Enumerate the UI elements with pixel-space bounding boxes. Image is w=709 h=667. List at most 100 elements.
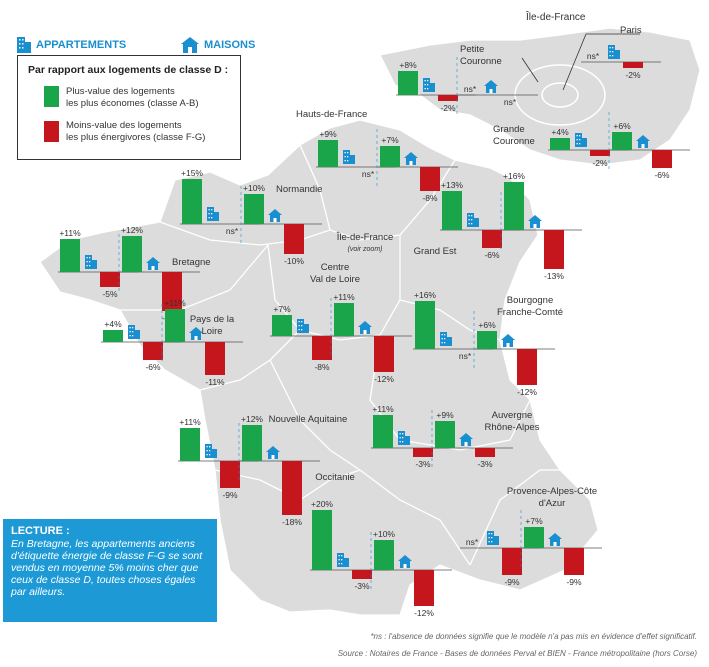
legend: Par rapport aux logements de classe D : …: [17, 55, 241, 160]
bar-moins-value: [284, 224, 304, 254]
region-label: Île-de-France: [336, 232, 394, 243]
region-label: Paris: [620, 25, 642, 36]
bar-label: -9%: [222, 490, 238, 500]
bar-label: +9%: [436, 410, 454, 420]
bar-moins-value: [205, 342, 225, 375]
reading-box: LECTURE : En Bretagne, les appartements …: [3, 519, 217, 622]
bar-label: +8%: [399, 60, 417, 70]
house-icon: [484, 80, 498, 93]
bar-label: -12%: [374, 374, 394, 384]
bar-label: +6%: [613, 121, 631, 131]
bar-plus-value: [435, 421, 455, 448]
house-icon: [548, 533, 562, 546]
bar-label: -12%: [517, 387, 537, 397]
house-icon: [528, 215, 542, 228]
region-label: Hauts-de-France: [296, 109, 367, 120]
maisons-label: MAISONS: [204, 39, 256, 51]
bar-groups: ns* -2% +8% -2% ns* ns* +4% -2% +6% -6% +9% ns* +7% -…: [58, 45, 690, 618]
bar-label-ns: ns*: [226, 226, 239, 236]
region-label: Occitanie: [315, 472, 355, 483]
bar-plus-value: [182, 179, 202, 224]
reading-title: LECTURE :: [11, 525, 70, 537]
legend-moins-line1: Moins-value des logements: [66, 120, 182, 131]
bar-plus-value: [244, 194, 264, 224]
bar-plus-value: [415, 301, 435, 349]
paris-pointer: [521, 33, 640, 91]
bar-label: +11%: [164, 298, 186, 308]
house-icon: [268, 209, 282, 222]
legend-plus-line2: les plus économes (classe A-B): [66, 98, 199, 109]
legend-moins-line2: les plus énergivores (classe F-G): [66, 132, 206, 143]
maisons-header: MAISONS: [180, 36, 255, 54]
house-icon: [398, 555, 412, 568]
region-borders: [120, 144, 560, 566]
bar-label: +7%: [381, 135, 399, 145]
bar-plus-value: [477, 331, 497, 349]
region-label: (voir zoom): [347, 246, 382, 253]
bar-plus-value: [180, 428, 200, 461]
bar-plus-value: [318, 140, 338, 167]
bar-plus-value: [272, 315, 292, 336]
bar-moins-value: [374, 336, 394, 372]
bar-plus-value: [242, 425, 262, 461]
region-label: Petite: [460, 44, 484, 55]
bar-label: -12%: [414, 608, 434, 618]
region-label: Centre: [321, 262, 350, 273]
legend-swatch-green: [44, 86, 59, 107]
bar-plus-value: [504, 182, 524, 230]
bar-label-ns: ns*: [466, 537, 479, 547]
bar-label: -3%: [415, 459, 431, 469]
bar-moins-value: [623, 62, 643, 68]
building-icon: [207, 207, 219, 221]
bar-moins-value: [590, 150, 610, 156]
bar-moins-value: [544, 230, 564, 269]
bar-plus-value: [380, 146, 400, 167]
building-icon: [337, 553, 349, 567]
region-label: Île-de-France: [525, 10, 586, 23]
house-icon: [404, 152, 418, 165]
region-label: Rhône-Alpes: [485, 422, 540, 433]
reading-body: En Bretagne, les appartements anciens d'…: [11, 538, 209, 598]
region-label: Auvergne: [492, 410, 533, 421]
building-icon: [575, 133, 587, 147]
bar-moins-value: [312, 336, 332, 360]
region-label: Bourgogne: [507, 295, 553, 306]
region-label: Grande: [493, 124, 525, 135]
region-label: Loire: [201, 326, 222, 337]
bar-moins-value: [475, 448, 495, 457]
bar-label-ns: ns*: [587, 51, 600, 61]
bar-label: -8%: [422, 193, 438, 203]
ns-footnote: *ns : l'absence de données signifie que …: [370, 632, 697, 641]
bar-label: -11%: [205, 377, 225, 387]
house-icon: [459, 433, 473, 446]
house-icon: [266, 446, 280, 459]
bar-plus-value: [165, 309, 185, 342]
bar-label: +7%: [273, 304, 291, 314]
bar-label: -3%: [477, 459, 493, 469]
bar-label: -18%: [282, 517, 302, 527]
bar-label: +12%: [121, 225, 143, 235]
bar-moins-value: [162, 272, 182, 311]
bar-label: -9%: [504, 577, 520, 587]
bar-moins-value: [502, 548, 522, 575]
bar-label: +16%: [414, 290, 436, 300]
region-bars: +20% -3% +10% -12%: [310, 499, 452, 618]
bar-label: +11%: [372, 404, 394, 414]
bar-moins-value: [482, 230, 502, 248]
region-bars: +16% ns* +6% -12%: [413, 290, 555, 397]
bar-label: -9%: [566, 577, 582, 587]
bar-moins-value: [517, 349, 537, 385]
bar-plus-value: [398, 71, 418, 95]
region-label: Val de Loire: [310, 274, 360, 285]
building-icon: [85, 255, 97, 269]
bar-plus-value: [550, 138, 570, 150]
region-bars: +15% ns* +10% -10%: [180, 168, 322, 266]
region-bars: +4% -6% +11% -11%: [101, 298, 243, 387]
bar-plus-value: [442, 191, 462, 230]
bar-moins-value: [143, 342, 163, 360]
bar-label: +11%: [179, 417, 201, 427]
bar-plus-value: [103, 330, 123, 342]
bar-label: +6%: [478, 320, 496, 330]
bar-label-ns: ns*: [459, 351, 472, 361]
